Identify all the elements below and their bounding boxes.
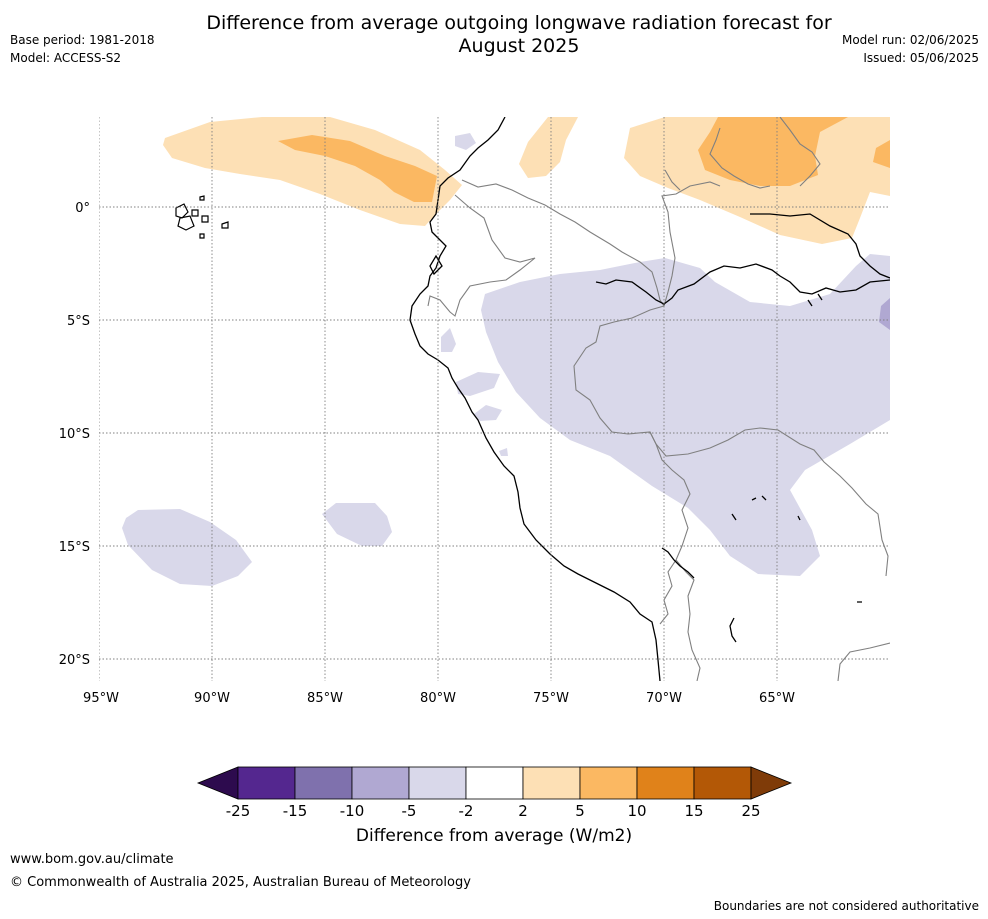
- anomaly-region-lavender-coast-3: [474, 405, 502, 421]
- colorbar-extend-high: [750, 766, 793, 800]
- longitude-labels: 95°W 90°W 85°W 80°W 75°W 70°W 65°W: [83, 691, 795, 706]
- lon-label-75w: 75°W: [533, 691, 569, 706]
- colorbar-tick-label: 10: [627, 802, 646, 820]
- colorbar-bin: [693, 766, 752, 800]
- lon-label-65w: 65°W: [759, 691, 795, 706]
- latitude-labels: 0° 5°S 10°S 15°S 20°S: [59, 201, 90, 668]
- lon-label-95w: 95°W: [83, 691, 119, 706]
- lon-label-90w: 90°W: [194, 691, 230, 706]
- colorbar-extend-low: [196, 766, 239, 800]
- colorbar-bin: [522, 766, 581, 800]
- anomaly-region-lavender-pacific-1: [322, 503, 392, 546]
- galapagos-islands: [175, 195, 229, 239]
- anomaly-region-lavender-pacific-2: [122, 509, 252, 586]
- anomaly-region-orange-west: [278, 135, 437, 202]
- colorbar-bin: [237, 766, 296, 800]
- colorbar-tick-label: 25: [741, 802, 760, 820]
- colorbar-tick-label: -5: [402, 802, 417, 820]
- colorbar: [196, 766, 793, 800]
- map-plot-area: [99, 117, 890, 681]
- anomaly-region-light-orange-west: [163, 117, 462, 226]
- title-line-2: August 2025: [458, 35, 580, 57]
- model-name: Model: ACCESS-S2: [10, 51, 122, 65]
- footer-note: Boundaries are not considered authoritat…: [713, 899, 979, 913]
- colorbar-tick-label: -10: [340, 802, 365, 820]
- lat-label-15s: 15°S: [59, 540, 90, 555]
- colorbar-tick-label: -15: [283, 802, 308, 820]
- graticule: [99, 117, 890, 681]
- colorbar-tick-label: 2: [518, 802, 528, 820]
- anomaly-region-lavender-coast-1: [441, 328, 456, 352]
- lat-label-20s: 20°S: [59, 653, 90, 668]
- colorbar-tick-label: -25: [226, 802, 251, 820]
- anomaly-region-lavender-coast-4: [499, 448, 508, 456]
- anomaly-region-lavender-dark-edge: [879, 298, 890, 330]
- model-run: Model run: 02/06/2025: [841, 33, 979, 47]
- colorbar-bin: [408, 766, 467, 800]
- issued-date: Issued: 05/06/2025: [863, 51, 979, 65]
- lat-label-10s: 10°S: [59, 427, 90, 442]
- lat-label-0: 0°: [75, 201, 90, 216]
- colorbar-tick-label: 15: [684, 802, 703, 820]
- colorbar-label: Difference from average (W/m2): [355, 826, 633, 846]
- anomaly-region-lavender-amazon: [481, 254, 890, 576]
- title-line-1: Difference from average outgoing longwav…: [206, 12, 832, 34]
- footer-url[interactable]: www.bom.gov.au/climate: [10, 852, 174, 867]
- colorbar-tick-label: -2: [459, 802, 474, 820]
- colorbar-bin: [294, 766, 353, 800]
- country-borders: [427, 117, 890, 681]
- anomaly-region-light-orange-north: [519, 117, 578, 178]
- base-period: Base period: 1981-2018: [10, 33, 155, 47]
- colorbar-bin: [351, 766, 410, 800]
- colorbar-bin: [636, 766, 695, 800]
- colorbar-bin: [465, 766, 524, 800]
- lon-label-85w: 85°W: [307, 691, 343, 706]
- anomaly-region-lavender-speck: [455, 133, 476, 150]
- colorbar-bin: [579, 766, 638, 800]
- anomaly-region-orange-edge: [873, 140, 890, 168]
- lat-label-5s: 5°S: [67, 314, 90, 329]
- lon-label-80w: 80°W: [420, 691, 456, 706]
- meta-left: Base period: 1981-2018 Model: ACCESS-S2: [10, 31, 155, 67]
- footer-copyright: © Commonwealth of Australia 2025, Austra…: [10, 875, 471, 890]
- anomaly-region-orange-east: [698, 117, 848, 186]
- colorbar-tick-label: 5: [575, 802, 585, 820]
- colorbar-ticks: -25 -15 -10 -5 -2 2 5 10 15 25: [226, 802, 761, 820]
- lon-label-70w: 70°W: [646, 691, 682, 706]
- meta-right: Model run: 02/06/2025 Issued: 05/06/2025: [842, 31, 979, 67]
- anomaly-region-lavender-coast-2: [456, 372, 500, 396]
- chart-title: Difference from average outgoing longwav…: [0, 12, 988, 58]
